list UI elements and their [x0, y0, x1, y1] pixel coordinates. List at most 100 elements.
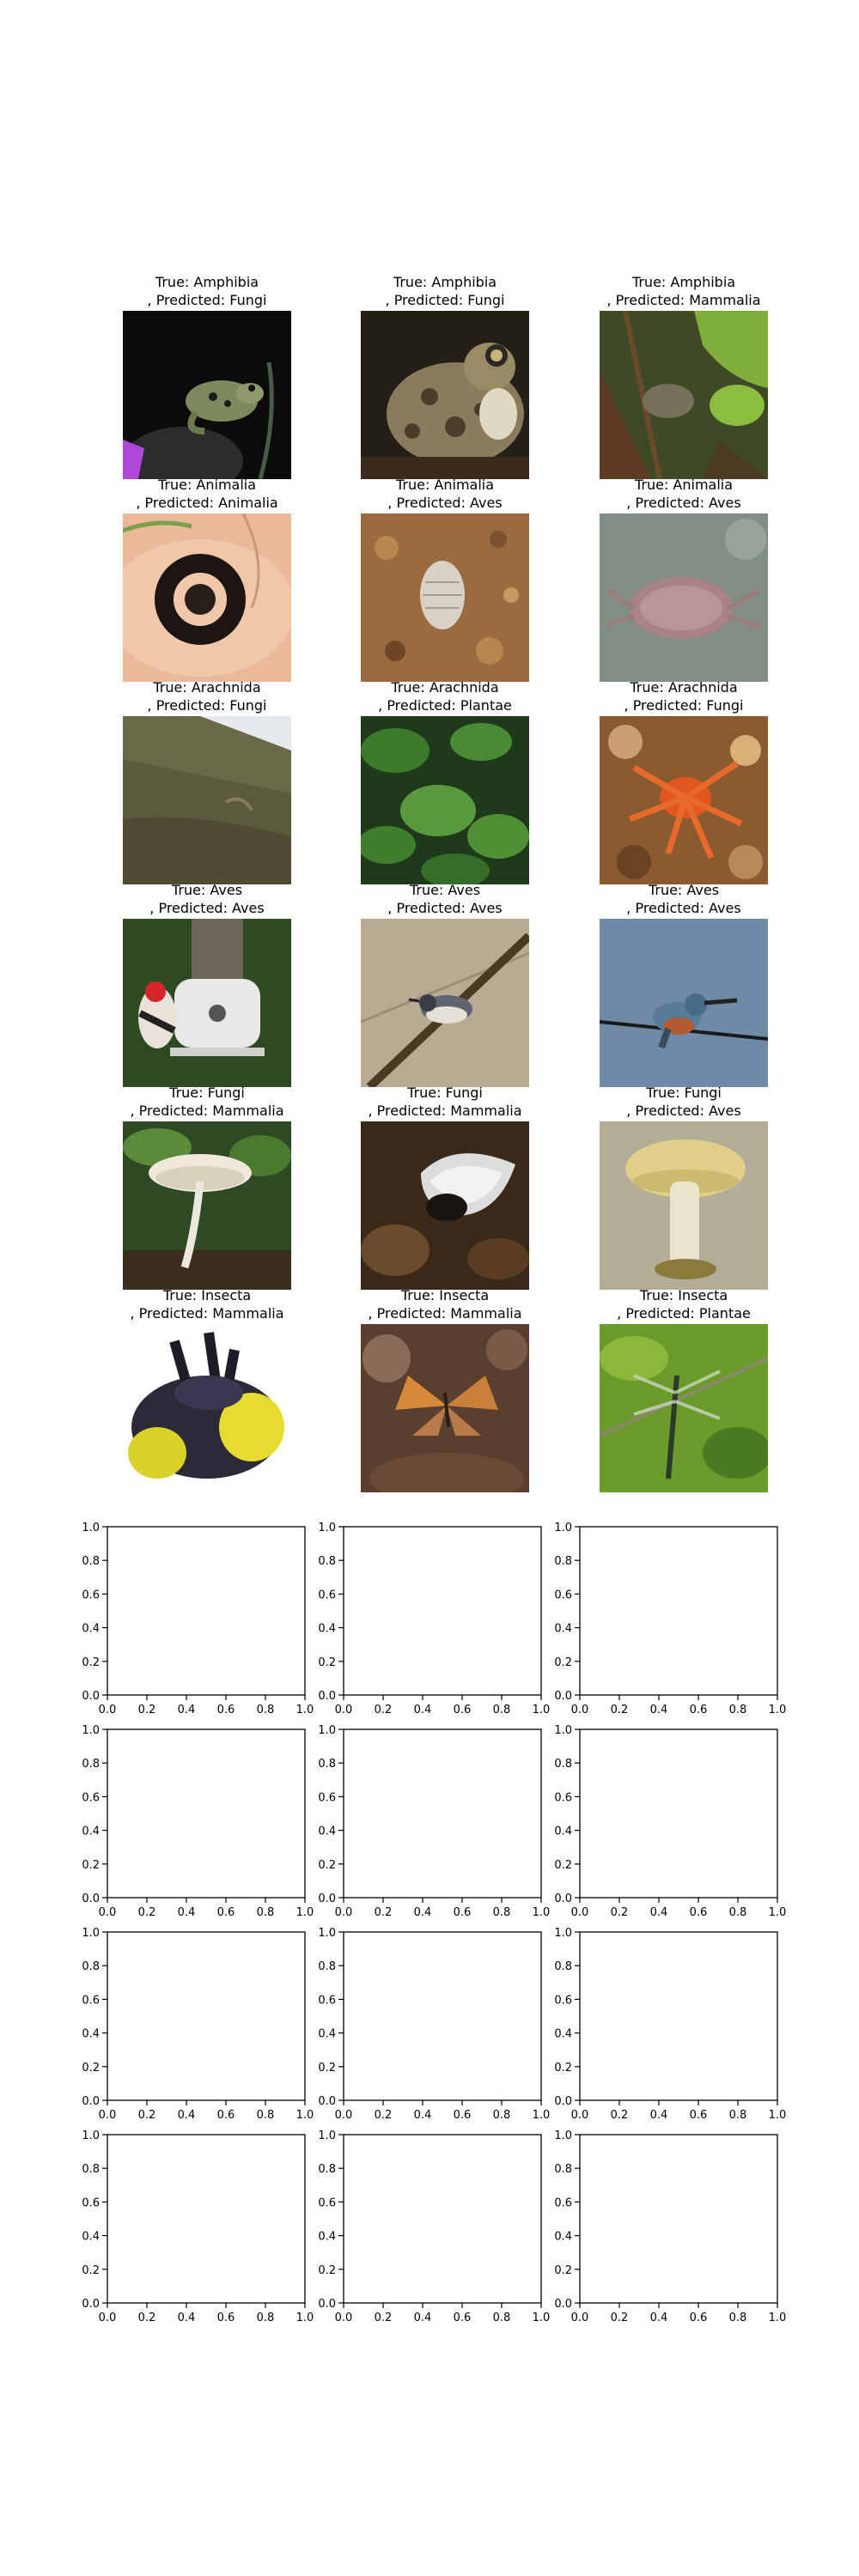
x-tick-label: 0.4	[414, 1906, 432, 1919]
panel-title: True: Animalia , Predicted: Aves	[626, 477, 741, 511]
x-tick-label: 0.0	[335, 1704, 353, 1716]
panel-title: True: Aves , Predicted: Aves	[149, 882, 265, 916]
empty-axes: 0.0 0.2 0.4 0.6 0.8 1.0 0.0 0.2 0.4 0.6 0.8 1.0	[318, 1724, 550, 1919]
y-tick-label: 0.8	[82, 2163, 100, 2176]
y-tick-label: 0.2	[318, 1859, 336, 1872]
x-tick-label: 0.0	[335, 2312, 353, 2324]
x-tick-label: 1.0	[296, 2109, 314, 2122]
butterfly-icon	[361, 1324, 529, 1492]
x-tick-label: 0.4	[414, 2109, 432, 2122]
axes-frame	[343, 1526, 542, 1696]
x-tick-label: 0.4	[178, 2109, 196, 2122]
x-tick-label: 0.2	[138, 2109, 156, 2122]
y-tick-label: 0.4	[554, 2028, 572, 2041]
x-tick-label: 0.6	[217, 2109, 235, 2122]
panel-title: True: Amphibia , Predicted: Fungi	[147, 274, 267, 308]
empty-axes: 0.0 0.2 0.4 0.6 0.8 1.0 0.0 0.2 0.4 0.6 0.8 1.0	[554, 1724, 786, 1919]
axes-frame	[343, 1931, 542, 2101]
x-tick-label: 0.0	[99, 2312, 117, 2324]
empty-axes: 0.0 0.2 0.4 0.6 0.8 1.0 0.0 0.2 0.4 0.6 0.8 1.0	[554, 2129, 786, 2324]
empty-axes: 0.0 0.2 0.4 0.6 0.8 1.0 0.0 0.2 0.4 0.6 0.8 1.0	[554, 1522, 786, 1716]
x-tick-label: 0.8	[257, 2109, 275, 2122]
y-tick-label: 0.2	[318, 2062, 336, 2075]
y-tick-label: 0.4	[318, 1826, 336, 1838]
x-tick-label: 0.0	[571, 2109, 589, 2122]
axes-frame	[107, 1526, 306, 1696]
y-tick-label: 0.4	[318, 2028, 336, 2041]
empty-axes: 0.0 0.2 0.4 0.6 0.8 1.0 0.0 0.2 0.4 0.6 0.8 1.0	[318, 1522, 550, 1716]
y-tick-label: 0.4	[82, 1826, 100, 1838]
x-tick-label: 0.2	[375, 1704, 393, 1716]
y-tick-label: 0.6	[318, 1589, 336, 1601]
panel-title: True: Insecta , Predicted: Plantae	[617, 1287, 751, 1321]
y-tick-label: 0.0	[318, 1690, 336, 1703]
x-tick-label: 0.8	[493, 2109, 511, 2122]
axes-frame	[343, 2134, 542, 2304]
y-tick-label: 0.0	[554, 2095, 572, 2108]
y-tick-label: 0.8	[318, 1555, 336, 1568]
y-tick-label: 0.6	[554, 2196, 572, 2209]
y-tick-label: 0.6	[554, 1791, 572, 1804]
empty-axes: 0.0 0.2 0.4 0.6 0.8 1.0 0.0 0.2 0.4 0.6 0.8 1.0	[318, 2129, 550, 2324]
x-tick-label: 1.0	[769, 1906, 787, 1919]
y-tick-label: 0.0	[82, 2095, 100, 2108]
isopod-icon	[361, 513, 529, 682]
y-tick-label: 0.6	[82, 1791, 100, 1804]
x-tick-label: 0.2	[611, 2109, 629, 2122]
panel-title: True: Aves , Predicted: Aves	[626, 882, 741, 916]
y-tick-label: 0.6	[82, 1994, 100, 2007]
x-tick-label: 1.0	[769, 2109, 787, 2122]
x-tick-label: 0.4	[650, 1704, 668, 1716]
frog-in-leaves-icon	[600, 311, 768, 479]
kingfisher-icon	[600, 919, 768, 1087]
y-tick-label: 0.4	[82, 1623, 100, 1636]
x-tick-label: 0.8	[257, 2312, 275, 2324]
woodpecker-feeder-icon	[123, 919, 291, 1087]
nuthatch-icon	[361, 919, 529, 1087]
empty-axes: 0.0 0.2 0.4 0.6 0.8 1.0 0.0 0.2 0.4 0.6 0.8 1.0	[82, 1724, 314, 1919]
x-tick-label: 0.8	[493, 1704, 511, 1716]
x-tick-label: 0.2	[375, 2109, 393, 2122]
x-tick-label: 0.8	[493, 1906, 511, 1919]
empty-axes: 0.0 0.2 0.4 0.6 0.8 1.0 0.0 0.2 0.4 0.6 0.8 1.0	[318, 1927, 550, 2122]
panel-title: True: Fungi , Predicted: Mammalia	[368, 1084, 522, 1119]
y-tick-label: 0.4	[554, 2231, 572, 2244]
x-tick-label: 0.2	[375, 1906, 393, 1919]
x-tick-label: 0.4	[178, 1906, 196, 1919]
y-tick-label: 1.0	[82, 1927, 100, 1940]
x-tick-label: 0.2	[138, 1704, 156, 1716]
y-tick-label: 0.6	[82, 2196, 100, 2209]
y-tick-label: 0.8	[318, 1758, 336, 1771]
axes-frame	[343, 1728, 542, 1899]
panel-title: True: Insecta , Predicted: Mammalia	[130, 1287, 284, 1321]
x-tick-label: 0.8	[729, 2109, 747, 2122]
x-tick-label: 0.4	[650, 2109, 668, 2122]
x-tick-label: 1.0	[533, 2109, 551, 2122]
axes-frame	[579, 1526, 778, 1696]
panel-title: True: Animalia , Predicted: Aves	[387, 477, 503, 511]
crab-icon	[600, 513, 768, 682]
x-tick-label: 1.0	[296, 2312, 314, 2324]
panel-title: True: Arachnida , Predicted: Fungi	[147, 679, 267, 714]
x-tick-label: 0.0	[99, 1906, 117, 1919]
y-tick-label: 0.8	[82, 1758, 100, 1771]
y-tick-label: 0.4	[82, 2231, 100, 2244]
x-tick-label: 0.0	[335, 1906, 353, 1919]
x-tick-label: 0.2	[611, 2312, 629, 2324]
y-tick-label: 0.4	[554, 1623, 572, 1636]
y-tick-label: 0.2	[554, 2062, 572, 2075]
bumblebee-icon	[123, 1324, 291, 1492]
y-tick-label: 0.0	[554, 1893, 572, 1905]
axes-frame	[579, 1728, 778, 1899]
axes-frame	[579, 1931, 778, 2101]
panel-title: True: Fungi , Predicted: Mammalia	[130, 1084, 284, 1119]
y-tick-label: 0.0	[318, 2298, 336, 2311]
axes-frame	[579, 2134, 778, 2304]
x-tick-label: 0.8	[729, 1906, 747, 1919]
x-tick-label: 1.0	[769, 2312, 787, 2324]
x-tick-label: 0.0	[99, 2109, 117, 2122]
y-tick-label: 0.8	[318, 2163, 336, 2176]
x-tick-label: 0.2	[138, 1906, 156, 1919]
y-tick-label: 0.2	[554, 2264, 572, 2277]
